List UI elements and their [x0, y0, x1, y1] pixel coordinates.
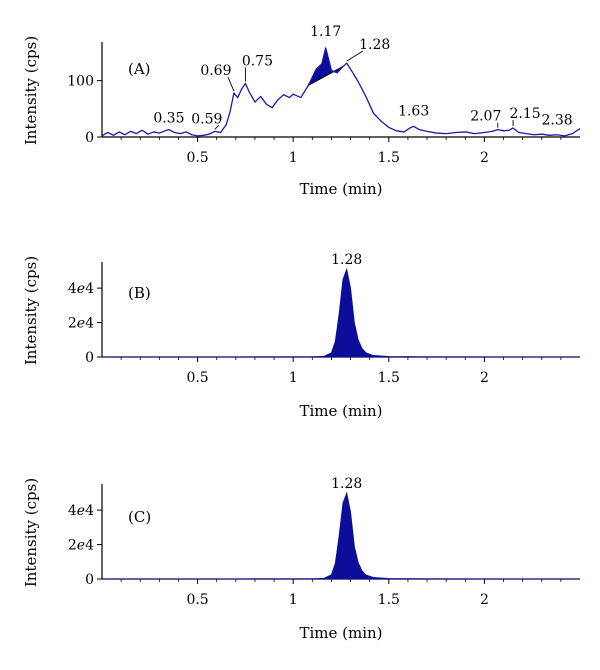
peak-label: 0.75: [242, 53, 273, 69]
y-axis-title: Intensity (cps): [22, 36, 40, 145]
integrated-peak-fill: [307, 47, 344, 87]
x-tick-label: 2: [480, 150, 489, 166]
peak-label: 2.15: [509, 106, 540, 122]
chromatogram-trace: [101, 47, 581, 137]
peak-baseline: [308, 66, 344, 86]
y-tick-label: 0: [85, 350, 94, 366]
panel-label: (A): [128, 60, 151, 78]
y-axis-title: Intensity (cps): [22, 478, 40, 587]
y-tick-label: 2e4: [68, 316, 94, 332]
x-tick-label: 1.5: [378, 150, 400, 166]
y-tick-label: 0: [85, 572, 94, 588]
chart-panel-a: 0.5 1 1.5 2 Time (min) Intensity (cps) (A) 0.35…: [22, 24, 581, 198]
x-tick-label: 1: [289, 592, 298, 608]
x-tick-label: 1.5: [378, 370, 400, 386]
peak-label: 2.38: [541, 113, 572, 129]
y-tick-label: 4e4: [68, 503, 94, 519]
peak-area: [102, 491, 581, 580]
panel-label: (C): [128, 508, 151, 526]
y-axis-title: Intensity (cps): [22, 256, 40, 365]
y-tick-label: 100: [67, 74, 94, 90]
y-tick-label: 4e4: [68, 281, 94, 297]
chart-panel-b: 0.5 1 1.5 2 Time (min) Intensity (cps) (B) 1.28: [22, 252, 581, 420]
x-tick-label: 0.5: [186, 370, 208, 386]
x-tick-label: 1.5: [378, 592, 400, 608]
peak-label: 1.63: [398, 103, 429, 119]
x-tick-label: 2: [480, 370, 489, 386]
peak-label: 1.17: [310, 24, 341, 40]
x-tick-label: 0.5: [186, 592, 208, 608]
peak-label: 0.69: [200, 63, 231, 79]
x-tick-label: 2: [480, 592, 489, 608]
panel-label: (B): [128, 284, 151, 302]
peak-label: 0.35: [153, 111, 184, 127]
peak-label: 1.28: [331, 476, 362, 492]
peak-label-leader: [346, 50, 363, 62]
x-tick-label: 1: [289, 370, 298, 386]
peak-area: [102, 267, 581, 358]
chart-panel-c: 0.5 1 1.5 2 Time (min) Intensity (cps) (C) 1.28: [22, 476, 581, 642]
peak-label-leader: [214, 125, 220, 130]
peak-label: 0.59: [191, 111, 222, 127]
x-axis-title: Time (min): [299, 624, 382, 642]
x-tick-label: 1: [289, 150, 298, 166]
y-tick-label: 2e4: [68, 538, 94, 554]
peak-label: 1.28: [359, 37, 390, 53]
y-tick-label: 0: [85, 130, 94, 146]
x-tick-label: 0.5: [186, 150, 208, 166]
peak-label-leader: [227, 76, 235, 92]
peak-label: 2.07: [470, 109, 501, 125]
x-axis-title: Time (min): [299, 402, 382, 420]
x-axis-title: Time (min): [299, 180, 382, 198]
peak-label: 1.28: [331, 252, 362, 268]
